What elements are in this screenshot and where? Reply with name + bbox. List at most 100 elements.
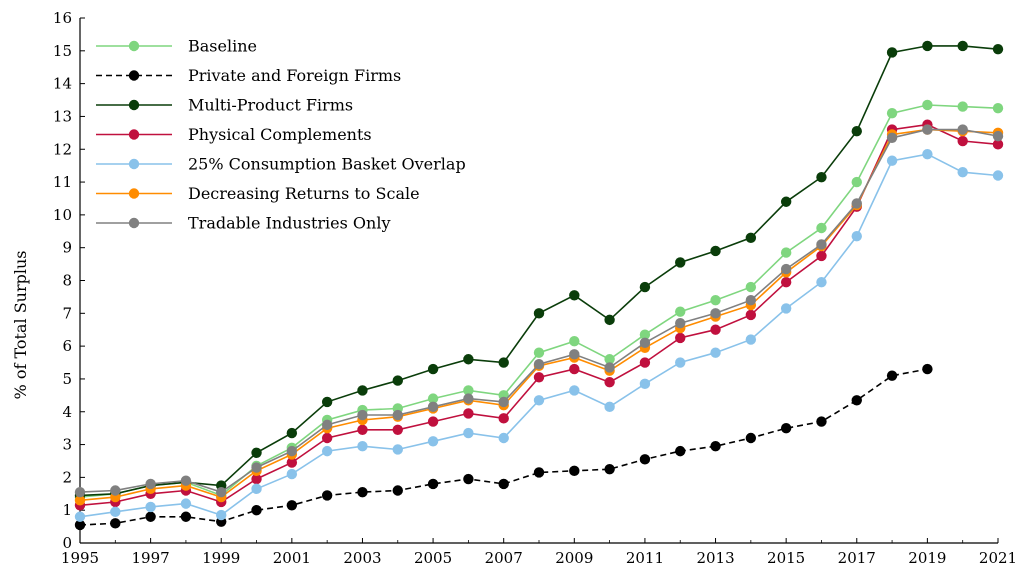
y-axis-title: % of Total Surplus <box>11 251 30 400</box>
data-point <box>851 198 862 209</box>
x-tick-label: 2007 <box>485 549 523 567</box>
y-tick-label: 2 <box>62 468 72 486</box>
data-point <box>286 445 298 457</box>
data-point <box>569 385 580 396</box>
data-point <box>675 317 686 329</box>
legend-item: Decreasing Returns to Scale <box>96 184 420 203</box>
legend-label: Decreasing Returns to Scale <box>188 184 420 203</box>
data-point <box>710 294 721 306</box>
data-point <box>145 511 156 522</box>
data-point <box>110 485 121 496</box>
data-point <box>427 363 439 375</box>
data-point <box>886 107 898 119</box>
data-point <box>851 126 862 137</box>
data-point <box>463 354 474 365</box>
x-tick-label: 1995 <box>61 549 99 567</box>
data-point <box>74 486 86 498</box>
legend-marker <box>128 188 140 199</box>
data-point <box>498 396 509 408</box>
x-tick-label: 2011 <box>626 549 664 567</box>
x-tick-label: 2013 <box>696 549 734 567</box>
data-point <box>922 99 933 111</box>
data-point <box>251 483 262 495</box>
data-point <box>780 422 792 434</box>
data-point <box>675 357 686 368</box>
data-point <box>992 43 1004 55</box>
data-point <box>463 473 474 485</box>
x-tick-label: 1997 <box>132 549 170 567</box>
series-layer <box>74 40 1004 531</box>
y-tick-label: 1 <box>62 501 72 519</box>
x-tick-label: 2001 <box>273 549 311 567</box>
data-point <box>251 447 262 458</box>
y-tick-label: 3 <box>62 436 72 454</box>
data-point <box>957 167 968 178</box>
series-6 <box>74 124 1004 498</box>
data-point <box>251 504 262 516</box>
data-point <box>886 155 898 166</box>
legend-marker <box>128 40 140 52</box>
data-point <box>922 40 933 52</box>
data-point <box>286 457 298 468</box>
y-tick-label: 5 <box>62 370 72 388</box>
x-tick-label: 2003 <box>343 549 381 567</box>
data-point <box>533 358 545 370</box>
legend-marker <box>128 99 140 111</box>
data-point <box>286 427 298 439</box>
y-tick-label: 15 <box>53 42 72 60</box>
data-point <box>957 40 968 52</box>
data-point <box>639 378 651 390</box>
series-1 <box>74 363 933 531</box>
data-point <box>992 139 1004 150</box>
data-point <box>74 511 86 522</box>
data-point <box>992 103 1004 114</box>
data-point <box>710 441 721 452</box>
data-point <box>816 250 827 262</box>
data-point <box>216 486 227 498</box>
y-tick-label: 13 <box>53 107 72 125</box>
data-point <box>604 401 615 413</box>
data-point <box>427 416 439 427</box>
data-point <box>569 363 580 375</box>
data-point <box>463 408 474 419</box>
y-tick-label: 11 <box>53 173 72 191</box>
data-point <box>321 432 333 444</box>
data-point <box>286 468 298 480</box>
data-point <box>357 441 368 452</box>
data-point <box>321 490 333 501</box>
data-point <box>533 372 545 383</box>
data-point <box>463 427 474 439</box>
data-point <box>321 445 333 457</box>
data-point <box>851 395 862 406</box>
legend-item: Physical Complements <box>96 125 372 144</box>
legend-item: 25% Consumption Basket Overlap <box>96 155 466 174</box>
legend-item: Multi-Product Firms <box>96 96 353 115</box>
data-point <box>851 231 862 242</box>
data-point <box>145 478 156 490</box>
data-point <box>427 478 439 490</box>
data-point <box>957 124 968 135</box>
data-point <box>604 314 615 326</box>
data-point <box>710 308 721 319</box>
x-tick-label: 2009 <box>555 549 593 567</box>
y-tick-label: 6 <box>62 337 72 355</box>
data-point <box>498 413 509 424</box>
data-point <box>922 148 933 160</box>
data-point <box>780 263 792 275</box>
data-point <box>639 337 651 349</box>
data-point <box>321 419 333 431</box>
data-point <box>463 393 474 404</box>
x-tick-label: 2015 <box>767 549 805 567</box>
series-4 <box>74 148 1004 522</box>
y-tick-label: 8 <box>62 272 72 290</box>
y-tick-label: 9 <box>62 239 72 257</box>
data-point <box>780 276 792 288</box>
data-point <box>886 132 898 143</box>
data-point <box>533 395 545 406</box>
data-point <box>569 290 580 301</box>
data-point <box>992 170 1004 181</box>
y-tick-label: 12 <box>53 140 72 158</box>
data-point <box>357 424 368 435</box>
data-point <box>498 478 509 490</box>
